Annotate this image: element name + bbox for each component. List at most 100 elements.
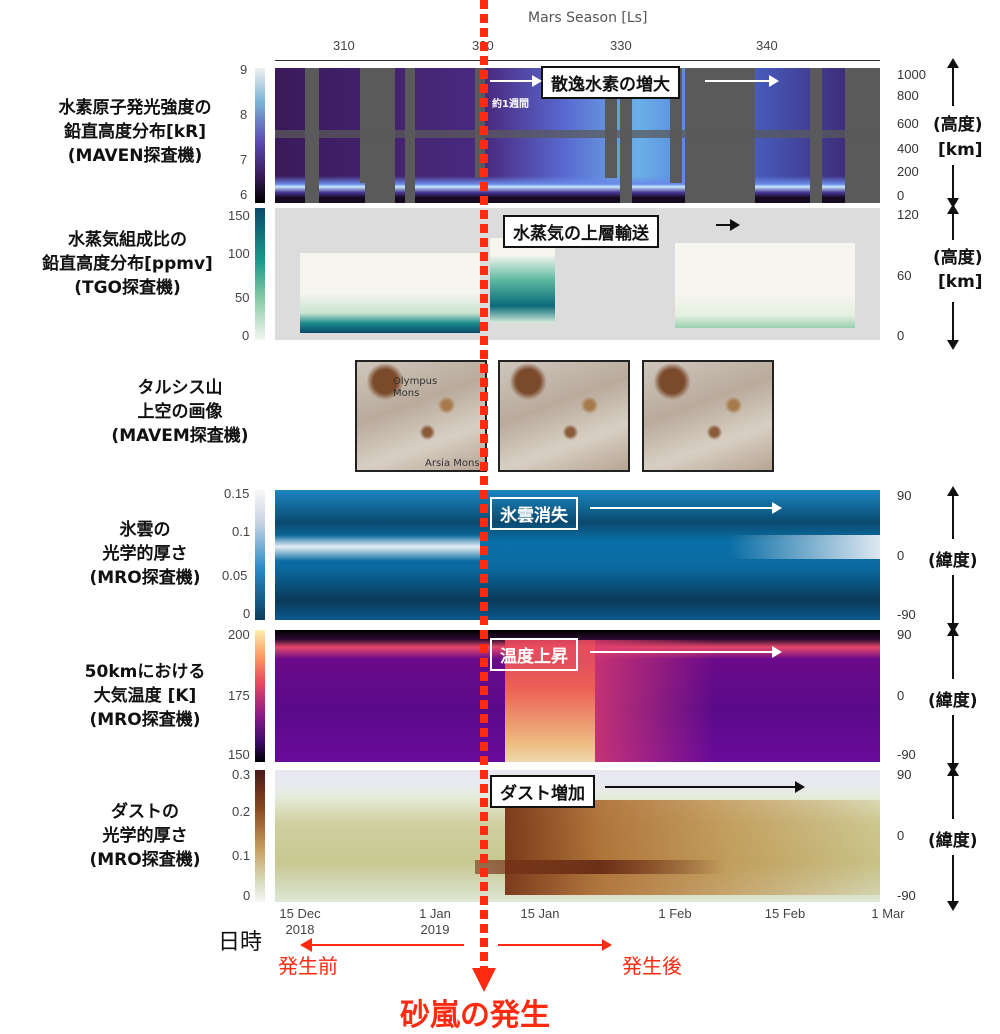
temp-colorbar — [255, 630, 265, 762]
height-arrow-up — [947, 58, 959, 106]
latitude-unit: (緯度) — [928, 831, 978, 851]
right-tick: -90 — [897, 607, 916, 622]
images-label: タルシス山 上空の画像 (MAVEM探査機) — [111, 378, 249, 446]
top-tick: 310 — [333, 38, 355, 53]
colorbar-tick: 0.2 — [232, 804, 251, 819]
colorbar-tick: 0.1 — [232, 848, 251, 863]
event-title: 砂嵐の発生 — [400, 998, 550, 1033]
maven-arrow-left — [490, 75, 542, 87]
colorbar-tick: 0.05 — [222, 568, 248, 583]
date-tick: 15 Feb — [764, 906, 806, 921]
after-arrow — [498, 939, 612, 951]
maven-annotation: 散逸水素の増大 — [541, 66, 680, 99]
latitude-arrow-down — [947, 715, 959, 773]
dust-annotation: ダスト増加 — [490, 775, 595, 808]
height-unit: (高度) — [933, 248, 983, 268]
colorbar-tick: 0.15 — [224, 486, 250, 501]
top-axis-title: Mars Season [Ls] — [528, 10, 648, 26]
event-arrowhead — [472, 968, 496, 992]
tharsis-image-after — [642, 360, 774, 472]
right-tick: 1000 — [897, 67, 926, 82]
temp-annotation: 温度上昇 — [490, 638, 578, 671]
tgo-annotation: 水蒸気の上層輸送 — [503, 215, 659, 248]
height-arrow-down — [947, 302, 959, 350]
tharsis-image-during — [498, 360, 630, 472]
right-tick: 800 — [897, 88, 919, 103]
dust-label: ダストの 光学的厚さ (MRO探査機) — [89, 802, 201, 870]
right-tick: 400 — [897, 141, 919, 156]
before-arrow — [300, 938, 464, 952]
maven-arrow-right — [705, 75, 779, 87]
latitude-unit: (緯度) — [928, 551, 978, 571]
height-unit: [km] — [938, 272, 983, 292]
tgo-label: 水蒸気組成比の 鉛直高度分布[ppmv] (TGO探査機) — [42, 230, 213, 298]
date-tick: 1 Mar — [871, 906, 905, 921]
date-axis-label: 日時 — [218, 930, 263, 955]
top-tick: 330 — [610, 38, 632, 53]
colorbar-tick: 0.3 — [232, 767, 251, 782]
colorbar-tick: 100 — [228, 246, 250, 261]
right-tick: 60 — [897, 268, 912, 283]
latitude-arrow-down — [947, 855, 959, 911]
temp-label: 50kmにおける 大気温度 [K] (MRO探査機) — [84, 662, 206, 730]
date-tick: 15 Jan — [520, 906, 560, 921]
latitude-arrow-up — [947, 766, 959, 819]
colorbar-tick: 50 — [235, 290, 250, 305]
right-tick: 0 — [897, 828, 905, 843]
after-label: 発生後 — [622, 954, 682, 978]
colorbar-tick: 0 — [243, 888, 251, 903]
maven-label: 水素原子発光強度の 鉛直高度分布[kR] (MAVEN探査機) — [58, 98, 212, 166]
tgo-heatmap — [275, 208, 880, 340]
date-tick: 1 Feb — [658, 906, 692, 921]
ice-annotation: 氷雲消失 — [490, 497, 578, 530]
colorbar-tick: 7 — [240, 152, 248, 167]
dust-heatmap — [275, 770, 880, 902]
right-tick: -90 — [897, 747, 916, 762]
dust-colorbar — [255, 770, 265, 902]
right-tick: 0 — [897, 548, 905, 563]
height-unit: [km] — [938, 140, 983, 160]
date-tick: 1 Jan 2019 — [419, 906, 451, 937]
latitude-unit: (緯度) — [928, 691, 978, 711]
maven-sub-annotation: 約1週間 — [492, 99, 529, 110]
colorbar-tick: 0 — [243, 606, 251, 621]
right-tick: 0 — [897, 328, 905, 343]
colorbar-tick: 6 — [240, 187, 248, 202]
before-label: 発生前 — [278, 954, 338, 978]
right-tick: 120 — [897, 207, 919, 222]
height-arrow-down — [947, 165, 959, 208]
colorbar-tick: 8 — [240, 107, 248, 122]
latitude-arrow-up — [947, 486, 959, 539]
right-tick: 600 — [897, 116, 919, 131]
top-axis-line — [275, 60, 880, 61]
colorbar-tick: 200 — [228, 627, 250, 642]
top-tick: 340 — [756, 38, 778, 53]
right-tick: 0 — [897, 688, 905, 703]
date-tick: 15 Dec 2018 — [279, 906, 321, 937]
ice-arrow — [590, 502, 782, 514]
right-tick: 90 — [897, 627, 912, 642]
colorbar-tick: 150 — [228, 747, 250, 762]
maven-colorbar — [255, 68, 265, 203]
event-line — [480, 0, 488, 975]
height-unit: (高度) — [933, 115, 983, 135]
right-tick: -90 — [897, 888, 916, 903]
colorbar-tick: 0 — [242, 328, 250, 343]
temp-arrow — [590, 646, 782, 658]
tgo-arrow — [716, 219, 740, 231]
ice-colorbar — [255, 490, 265, 620]
height-arrow-up — [947, 204, 959, 240]
ice-label: 氷雲の 光学的厚さ (MRO探査機) — [89, 520, 201, 588]
right-tick: 200 — [897, 164, 919, 179]
dust-arrow — [605, 781, 805, 793]
colorbar-tick: 175 — [228, 688, 250, 703]
right-tick: 90 — [897, 488, 912, 503]
colorbar-tick: 9 — [240, 62, 248, 77]
right-tick: 90 — [897, 767, 912, 782]
latitude-arrow-down — [947, 575, 959, 633]
tgo-colorbar — [255, 208, 265, 340]
right-tick: 0 — [897, 188, 905, 203]
colorbar-tick: 150 — [228, 208, 250, 223]
colorbar-tick: 0.1 — [232, 524, 251, 539]
tharsis-image-before: Olympus Mons Arsia Mons — [355, 360, 487, 472]
